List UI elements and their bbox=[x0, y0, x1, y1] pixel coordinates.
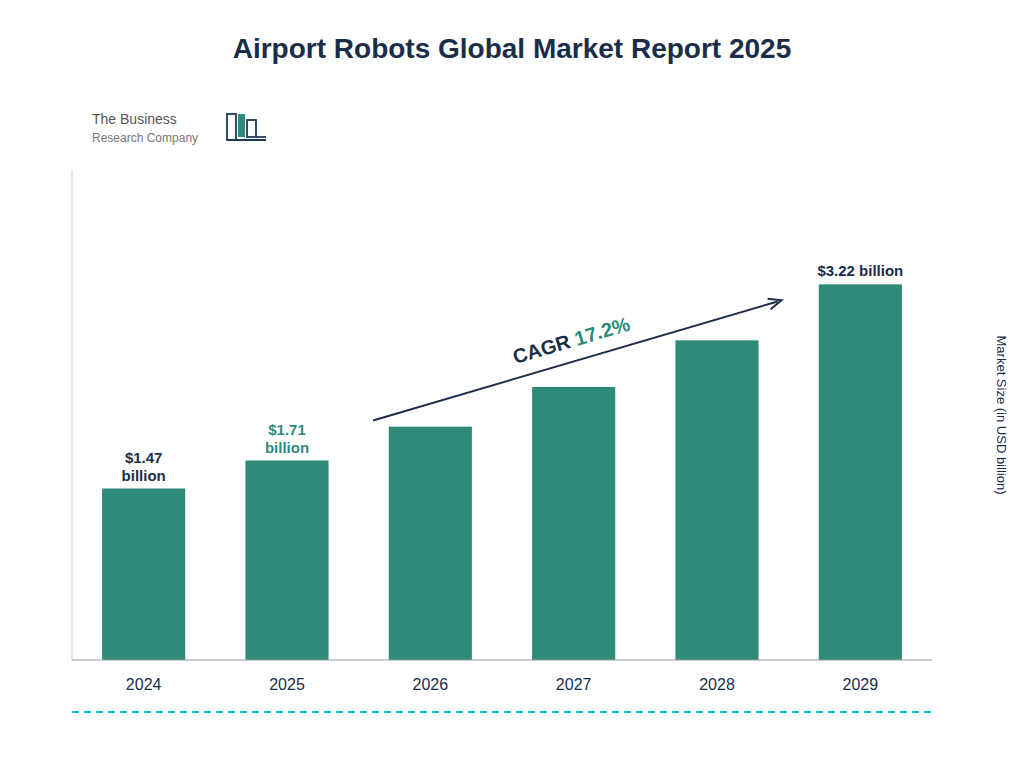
title: Airport Robots Global Market Report 2025 bbox=[233, 33, 792, 64]
bar bbox=[102, 489, 185, 661]
bar bbox=[675, 340, 758, 660]
data-label-line: billion bbox=[265, 439, 309, 456]
cagr-value: 17.2% bbox=[572, 313, 633, 350]
bars bbox=[102, 284, 902, 660]
bar bbox=[245, 461, 328, 661]
y-axis-label: Market Size (in USD billion) bbox=[994, 336, 1009, 495]
x-tick-label: 2025 bbox=[269, 676, 305, 693]
data-label: $1.71billion bbox=[265, 421, 309, 456]
data-label-line: $3.22 billion bbox=[817, 262, 903, 279]
x-tick-label: 2026 bbox=[413, 676, 449, 693]
cagr-arrow-head bbox=[768, 299, 782, 309]
data-label-line: billion bbox=[122, 467, 166, 484]
logo-shape bbox=[238, 114, 245, 137]
x-tick-label: 2027 bbox=[556, 676, 592, 693]
divider bbox=[72, 711, 932, 713]
logo-shape bbox=[227, 114, 236, 140]
x-axis-line bbox=[72, 660, 932, 661]
logo-text: The Business bbox=[92, 111, 177, 127]
x-tick-label: 2024 bbox=[126, 676, 162, 693]
data-label-line: $1.71 bbox=[268, 421, 306, 438]
x-tick-label: 2029 bbox=[843, 676, 879, 693]
bar bbox=[819, 284, 902, 660]
data-label: $3.22 billion bbox=[817, 262, 903, 279]
bar bbox=[532, 387, 615, 660]
chart: Airport Robots Global Market Report 2025… bbox=[0, 0, 1024, 768]
x-tick-label: 2028 bbox=[699, 676, 735, 693]
data-label: $1.47billion bbox=[122, 449, 166, 484]
background bbox=[0, 0, 1024, 768]
y-axis-line bbox=[72, 170, 73, 660]
cagr-label: CAGR bbox=[510, 329, 578, 368]
logo-icon bbox=[227, 114, 266, 140]
logo-shape bbox=[227, 139, 266, 141]
bar bbox=[389, 427, 472, 660]
cagr-annotation: CAGR 17.2% bbox=[510, 313, 633, 368]
logo-shape bbox=[256, 136, 266, 138]
cagr-arrow bbox=[373, 301, 778, 420]
logo-shape bbox=[247, 120, 256, 137]
data-label-line: $1.47 bbox=[125, 449, 163, 466]
logo-text: Research Company bbox=[92, 131, 198, 145]
